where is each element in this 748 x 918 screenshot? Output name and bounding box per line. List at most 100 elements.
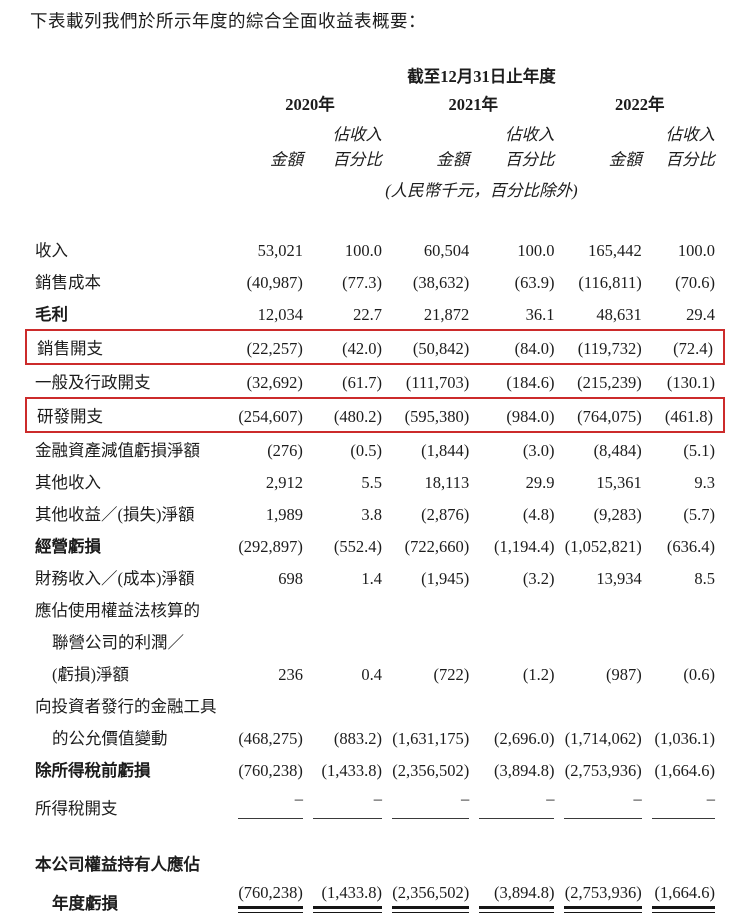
row-value: (3,894.8): [493, 761, 555, 780]
double-rule-value: (1,664.6): [651, 883, 716, 913]
row-label: 其他收入: [35, 473, 101, 492]
row-value: (9,283): [593, 505, 642, 524]
row-value: [228, 593, 303, 625]
single-rule-value: –: [651, 789, 715, 819]
row-label: 銷售開支: [25, 329, 228, 365]
row-value: 1,989: [265, 505, 303, 524]
table-row: 銷售成本 (40,987) (77.3) (38,632) (63.9) (116,811…: [25, 265, 725, 297]
row-value: (1,433.8): [321, 761, 383, 780]
empty-cell: [25, 171, 228, 201]
table-row: 銷售開支 (22,257) (42.0) (50,842) (84.0) (119,732…: [25, 329, 725, 365]
row-value: [382, 823, 469, 879]
percentage-header: 百分比: [504, 150, 555, 169]
row-value: (215,239): [577, 373, 642, 392]
unit-note-row: (人民幣千元，百分比除外): [25, 171, 725, 201]
row-value: (1,433.8): [303, 879, 383, 918]
row-value: (987): [605, 665, 642, 684]
income-statement-table: 截至12月31日止年度 2020年 2021年 2022年 佔收入 佔收入 佔收…: [25, 59, 725, 918]
row-value: [228, 823, 303, 879]
row-value: 100.0: [344, 241, 383, 260]
row-value: 22.7: [353, 305, 383, 324]
empty-cell: [554, 121, 641, 146]
row-value: 60,504: [423, 241, 470, 260]
row-value: (38,632): [412, 273, 470, 292]
table-row: 的公允價值變動 (468,275) (883.2) (1,631,175) (2,696…: [25, 721, 725, 753]
table-row: 收入 53,021 100.0 60,504 100.0 165,442 100.0: [25, 233, 725, 265]
row-value: 36.1: [525, 305, 555, 324]
row-value: 9.3: [694, 473, 715, 492]
row-value: 5.5: [361, 473, 383, 492]
row-value: 8.5: [694, 569, 715, 588]
row-value: (461.8): [641, 397, 725, 433]
row-label: 向投資者發行的金融工具: [35, 697, 217, 716]
row-value: 12,034: [257, 305, 303, 324]
row-value: (0.5): [350, 441, 383, 460]
subheader-row-1: 佔收入 佔收入 佔收入: [25, 121, 725, 146]
double-rule-value: (2,356,502): [392, 883, 470, 913]
row-value: –: [303, 785, 383, 823]
row-value: 2,912: [265, 473, 303, 492]
empty-cell: [25, 201, 725, 233]
row-value: [303, 625, 382, 657]
row-label: 聯營公司的利潤／: [52, 633, 184, 652]
row-label: 毛利: [35, 305, 68, 324]
row-value: 18,113: [424, 473, 470, 492]
table-row: 經營虧損 (292,897) (552.4) (722,660) (1,194.4) (1…: [25, 529, 725, 561]
row-label: 本公司權益持有人應佔: [35, 855, 200, 874]
row-value: [554, 823, 641, 879]
row-value: 15,361: [596, 473, 642, 492]
row-label: 研發開支: [25, 397, 228, 433]
row-value: (61.7): [342, 373, 383, 392]
row-value: 0.4: [361, 665, 383, 684]
row-value: [382, 593, 469, 625]
row-value: (1,036.1): [654, 729, 716, 748]
row-value: (760,238): [228, 879, 304, 918]
row-value: [382, 689, 469, 721]
row-value: [303, 823, 382, 879]
pct-of-revenue-header: 佔收入: [665, 125, 716, 144]
row-value: [554, 593, 641, 625]
empty-cell: [382, 121, 469, 146]
table-row: 研發開支 (254,607) (480.2) (595,380) (984.0) (764…: [25, 397, 725, 433]
table-row: 所得稅開支 – – – – – –: [25, 785, 725, 823]
empty-cell: [25, 59, 228, 89]
table-row: 聯營公司的利潤／: [25, 625, 725, 657]
row-value: (4.8): [522, 505, 555, 524]
row-value: (722,660): [404, 537, 470, 556]
row-value: (70.6): [675, 273, 715, 292]
row-label: 所得稅開支: [35, 799, 118, 818]
row-value: (2,356,502): [392, 761, 470, 780]
row-value: (883.2): [333, 729, 383, 748]
row-value: (119,732): [554, 329, 642, 365]
row-value: [642, 593, 725, 625]
row-value: 21,872: [423, 305, 470, 324]
row-value: (2,753,936): [554, 879, 642, 918]
row-value: (984.0): [469, 397, 555, 433]
table-row: 其他收益／(損失)淨額 1,989 3.8 (2,876) (4.8) (9,283) (5…: [25, 497, 725, 529]
row-value: (2,753,936): [564, 761, 642, 780]
amount-header: 金額: [436, 150, 470, 169]
row-label: 的公允價值變動: [52, 729, 168, 748]
row-value: (764,075): [554, 397, 642, 433]
row-value: [554, 689, 641, 721]
row-value: (2,696.0): [493, 729, 555, 748]
row-label: 其他收益／(損失)淨額: [35, 505, 195, 524]
single-rule-value: –: [312, 789, 383, 819]
row-value: (1,664.6): [642, 879, 725, 918]
year-header-row: 2020年 2021年 2022年: [25, 89, 725, 121]
row-value: [303, 689, 382, 721]
row-value: 236: [278, 665, 303, 684]
row-value: (184.6): [506, 373, 555, 392]
row-value: (42.0): [302, 329, 383, 365]
row-value: (116,811): [578, 273, 642, 292]
spacer-row: [25, 201, 725, 233]
period-header: 截至12月31日止年度: [407, 67, 556, 86]
year-header-2022: 2022年: [614, 95, 665, 114]
double-rule-value: (760,238): [237, 883, 304, 913]
row-value: 100.0: [517, 241, 555, 260]
table-row: 除所得稅前虧損 (760,238) (1,433.8) (2,356,502) (3,8…: [25, 753, 725, 785]
row-value: (1,945): [421, 569, 470, 588]
row-value: (22,257): [227, 329, 303, 365]
row-label: 金融資產減值虧損淨額: [35, 441, 200, 460]
pct-of-revenue-header: 佔收入: [332, 125, 383, 144]
